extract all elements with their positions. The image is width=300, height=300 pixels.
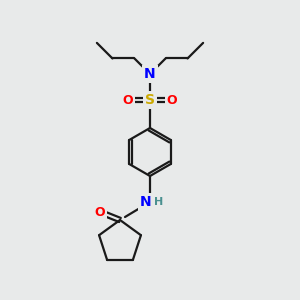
Text: O: O xyxy=(167,94,177,106)
Text: N: N xyxy=(140,195,152,209)
Text: N: N xyxy=(144,67,156,81)
Text: H: H xyxy=(154,197,164,207)
Text: S: S xyxy=(145,93,155,107)
Text: O: O xyxy=(123,94,133,106)
Text: O: O xyxy=(95,206,105,218)
